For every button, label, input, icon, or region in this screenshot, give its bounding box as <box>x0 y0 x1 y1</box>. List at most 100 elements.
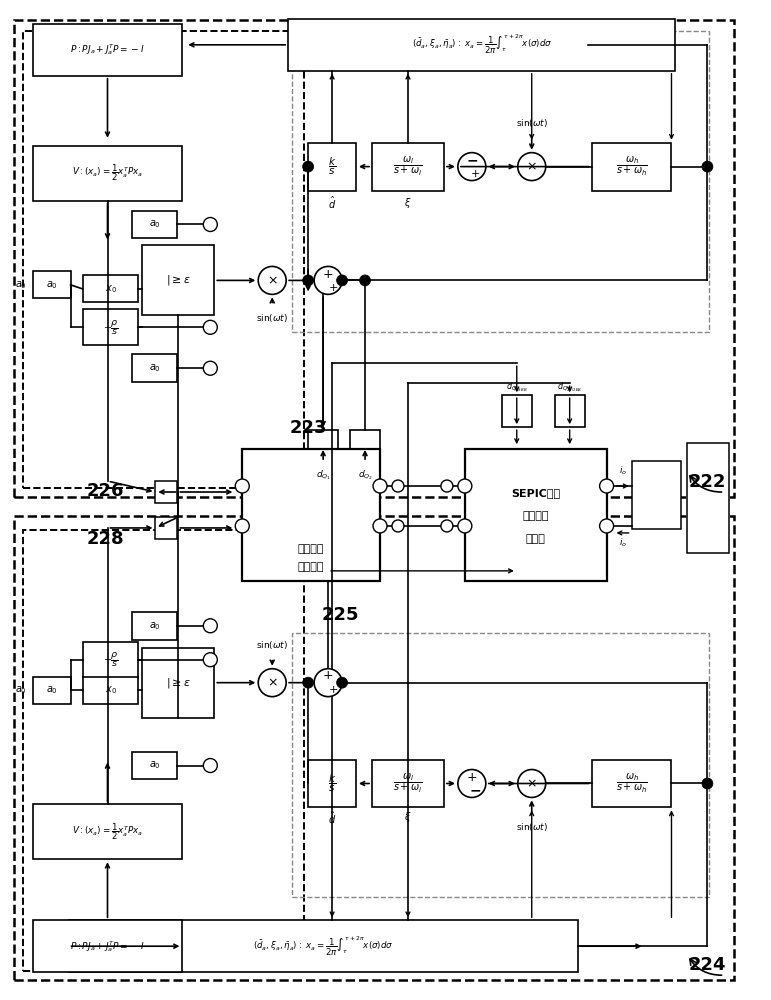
Bar <box>244 506 268 526</box>
Bar <box>631 461 682 529</box>
Text: 223: 223 <box>289 419 327 437</box>
Text: $\hat{d}$: $\hat{d}$ <box>328 809 336 826</box>
Bar <box>156 481 177 503</box>
Bar <box>308 760 356 807</box>
Text: 224: 224 <box>689 956 726 974</box>
Bar <box>82 642 139 678</box>
Text: 222: 222 <box>689 473 726 491</box>
Circle shape <box>314 669 342 697</box>
Circle shape <box>373 479 387 493</box>
Circle shape <box>518 770 546 797</box>
Text: +: + <box>328 685 338 695</box>
Bar <box>22 31 304 488</box>
Circle shape <box>235 519 249 533</box>
Bar <box>14 20 734 497</box>
Text: $\dfrac{k}{s}$: $\dfrac{k}{s}$ <box>328 156 336 177</box>
Text: $P: PJ_a+J_a^TP=-I$: $P: PJ_a+J_a^TP=-I$ <box>70 939 145 954</box>
Bar <box>69 920 577 972</box>
Bar <box>270 462 295 482</box>
Circle shape <box>303 677 314 688</box>
Bar <box>502 395 532 427</box>
Bar <box>270 506 295 526</box>
Text: $x_0$: $x_0$ <box>105 283 116 295</box>
Text: $\sin(\omega t)$: $\sin(\omega t)$ <box>516 117 548 129</box>
Bar <box>133 752 177 779</box>
Text: $\dfrac{\omega_l}{s+\omega_l}$: $\dfrac{\omega_l}{s+\omega_l}$ <box>393 772 423 795</box>
Circle shape <box>359 275 371 286</box>
Text: $(\bar{d}_a,\xi_a,\bar{\eta}_a):\ x_a=\dfrac{1}{2\pi}\int_{\tau}^{\tau+2\pi}x(\s: $(\bar{d}_a,\xi_a,\bar{\eta}_a):\ x_a=\d… <box>412 33 552 56</box>
Text: $|\geq\varepsilon$: $|\geq\varepsilon$ <box>166 676 191 690</box>
Bar <box>244 484 268 504</box>
Circle shape <box>458 519 472 533</box>
Bar <box>32 271 71 298</box>
Circle shape <box>204 619 217 633</box>
Text: $i_o$: $i_o$ <box>618 537 627 549</box>
Circle shape <box>337 677 348 688</box>
Text: $a_0$: $a_0$ <box>149 362 161 374</box>
Text: 换单元: 换单元 <box>526 534 546 544</box>
Circle shape <box>458 479 472 493</box>
Bar <box>133 612 177 640</box>
Text: $a_0$: $a_0$ <box>45 279 58 291</box>
Circle shape <box>600 479 614 493</box>
Circle shape <box>258 266 286 294</box>
Text: $|\geq\varepsilon$: $|\geq\varepsilon$ <box>166 273 191 287</box>
Circle shape <box>458 153 486 181</box>
Bar <box>133 211 177 238</box>
Text: $a_0$: $a_0$ <box>149 620 161 632</box>
Bar <box>14 516 734 980</box>
Circle shape <box>441 520 453 532</box>
Bar <box>32 804 183 859</box>
Circle shape <box>518 153 546 181</box>
Bar <box>32 677 71 704</box>
Text: $d_{Q_2}$: $d_{Q_2}$ <box>358 468 372 482</box>
Bar <box>591 760 672 807</box>
Text: $(\bar{d}_a,\xi_a,\bar{\eta}_a):\ x_a=\dfrac{1}{2\pi}\int_{\tau}^{\tau+2\pi}x(\s: $(\bar{d}_a,\xi_a,\bar{\eta}_a):\ x_a=\d… <box>253 935 393 958</box>
Text: $d_{Q_1}$: $d_{Q_1}$ <box>315 468 331 482</box>
Bar <box>82 275 139 302</box>
Circle shape <box>600 519 614 533</box>
Circle shape <box>235 479 249 493</box>
Circle shape <box>303 161 314 172</box>
Text: 225: 225 <box>322 606 359 624</box>
Circle shape <box>337 275 348 286</box>
Text: 光伏电压: 光伏电压 <box>298 544 325 554</box>
Text: $\dfrac{\omega_h}{s+\omega_h}$: $\dfrac{\omega_h}{s+\omega_h}$ <box>615 772 648 795</box>
Text: $a_0$: $a_0$ <box>149 760 161 771</box>
Circle shape <box>441 480 453 492</box>
Text: $\sin(\omega t)$: $\sin(\omega t)$ <box>516 821 548 833</box>
Circle shape <box>303 275 314 286</box>
Text: $d_{Q_{1SBB}}$: $d_{Q_{1SBB}}$ <box>506 380 527 394</box>
Bar <box>465 449 607 581</box>
Bar <box>156 517 177 539</box>
Text: $\hat{d}$: $\hat{d}$ <box>328 194 336 211</box>
Text: $\dfrac{k}{s}$: $\dfrac{k}{s}$ <box>328 773 336 794</box>
Bar <box>32 920 183 972</box>
Text: −: − <box>466 154 478 168</box>
Text: $\sin(\omega t)$: $\sin(\omega t)$ <box>256 639 288 651</box>
Bar <box>292 633 709 897</box>
Bar <box>554 395 584 427</box>
Text: $d_{Q_{2S/2BB}}$: $d_{Q_{2S/2BB}}$ <box>557 381 582 394</box>
Bar <box>308 430 338 462</box>
Bar <box>82 309 139 345</box>
Text: $\times$: $\times$ <box>527 160 537 173</box>
Circle shape <box>204 653 217 667</box>
Text: 升降压变: 升降压变 <box>523 511 549 521</box>
Bar <box>133 354 177 382</box>
Bar <box>143 648 214 718</box>
Circle shape <box>702 778 713 789</box>
Circle shape <box>204 320 217 334</box>
Text: $V:(x_a)=\dfrac{1}{2}x_a^TPx_a$: $V:(x_a)=\dfrac{1}{2}x_a^TPx_a$ <box>72 162 143 183</box>
Text: $\xi$: $\xi$ <box>404 810 412 824</box>
Text: +: + <box>471 169 480 179</box>
Text: 226: 226 <box>87 482 124 500</box>
Bar <box>688 443 729 553</box>
Text: $\times$: $\times$ <box>527 777 537 790</box>
Text: $a_0$: $a_0$ <box>15 279 27 291</box>
Text: $\sin(\omega t)$: $\sin(\omega t)$ <box>256 312 288 324</box>
Text: $P: PJ_a+J_a^TP=-I$: $P: PJ_a+J_a^TP=-I$ <box>70 42 145 57</box>
Text: $i_o$: $i_o$ <box>618 465 627 477</box>
Text: +: + <box>466 771 477 784</box>
Circle shape <box>204 361 217 375</box>
